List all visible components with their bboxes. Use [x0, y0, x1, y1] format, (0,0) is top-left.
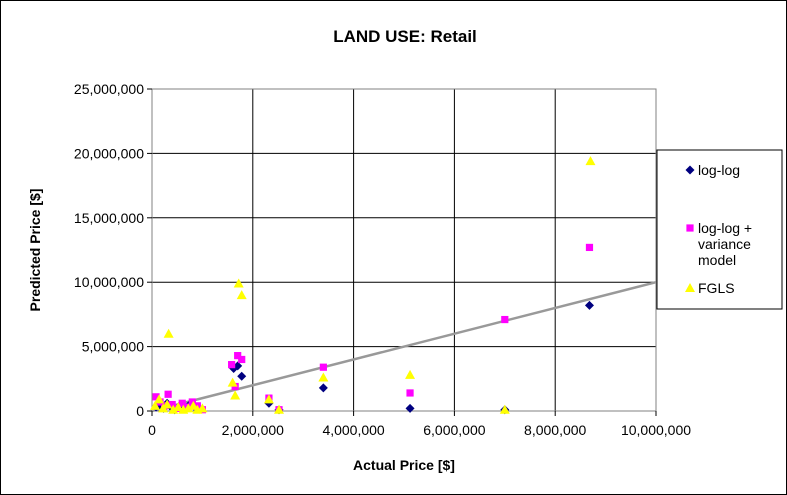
x-tick-label: 0: [148, 422, 156, 438]
square-point: [234, 352, 242, 360]
triangle-point: [162, 399, 173, 409]
triangle-point: [263, 394, 274, 404]
square-point: [585, 243, 594, 252]
chart-title: LAND USE: Retail: [333, 27, 477, 46]
y-tick-label: 10,000,000: [74, 274, 144, 290]
triangle-point: [236, 290, 247, 300]
triangle-point: [163, 328, 174, 338]
legend-label: log-log: [698, 162, 740, 178]
y-tick-label: 5,000,000: [82, 339, 144, 355]
legend-box: [656, 149, 783, 310]
y-axis-ticks: 0 5,000,000 10,000,000 15,000,000 20,000,000…: [74, 81, 152, 419]
triangle-point: [233, 278, 244, 288]
square-point: [178, 399, 186, 407]
diamond-point: [237, 371, 247, 381]
square-point: [228, 361, 236, 369]
x-tick-label: 8,000,000: [524, 422, 586, 438]
triangle-point: [150, 400, 161, 410]
legend: log-log log-log + variance model FGLS: [656, 149, 783, 310]
triangle-point: [154, 394, 165, 404]
triangle-point: [230, 390, 241, 400]
square-point: [319, 363, 327, 371]
triangle-point: [318, 372, 329, 382]
data-points: [150, 156, 596, 415]
x-tick-label: 6,000,000: [423, 422, 485, 438]
legend-marker-diamond: [685, 165, 695, 175]
square-point: [168, 400, 176, 409]
square-point: [406, 389, 414, 397]
triangle-point: [499, 404, 510, 414]
triangle-point: [168, 404, 179, 414]
triangle-point: [585, 156, 596, 166]
x-axis-label: Actual Price [$]: [353, 457, 455, 473]
y-tick-label: 25,000,000: [74, 81, 144, 97]
triangle-point: [405, 369, 416, 379]
x-axis-ticks: 0 2,000,000 4,000,000 6,000,000 8,000,000 10,…: [148, 411, 691, 438]
series-square: [152, 243, 594, 414]
triangle-point: [183, 403, 194, 413]
x-tick-label: 10,000,000: [621, 422, 691, 438]
square-point: [164, 390, 172, 398]
y-tick-label: 0: [136, 403, 144, 419]
square-point: [501, 315, 509, 324]
triangle-point: [173, 402, 184, 412]
y-tick-label: 15,000,000: [74, 210, 144, 226]
x-tick-label: 2,000,000: [222, 422, 284, 438]
diamond-point: [405, 403, 415, 413]
legend-label: log-log + variance model: [698, 220, 752, 268]
series-triangle: [150, 156, 596, 414]
legend-marker-square: [686, 224, 694, 232]
square-point: [238, 355, 246, 364]
legend-label: FGLS: [698, 280, 735, 296]
gridlines: [151, 88, 657, 412]
legend-marker-triangle: [685, 283, 695, 292]
series-diamond: [151, 300, 594, 415]
triangle-point: [274, 404, 285, 414]
diamond-point: [318, 383, 328, 393]
y-tick-label: 20,000,000: [74, 145, 144, 161]
diamond-point: [584, 300, 594, 310]
triangle-point: [227, 377, 238, 387]
diamond-point: [233, 361, 243, 371]
plot-area: [151, 88, 657, 412]
triangle-point: [197, 403, 208, 413]
square-point: [152, 393, 160, 401]
x-tick-label: 4,000,000: [322, 422, 384, 438]
y-axis-label: Predicted Price [$]: [27, 189, 43, 312]
square-point: [188, 398, 196, 406]
